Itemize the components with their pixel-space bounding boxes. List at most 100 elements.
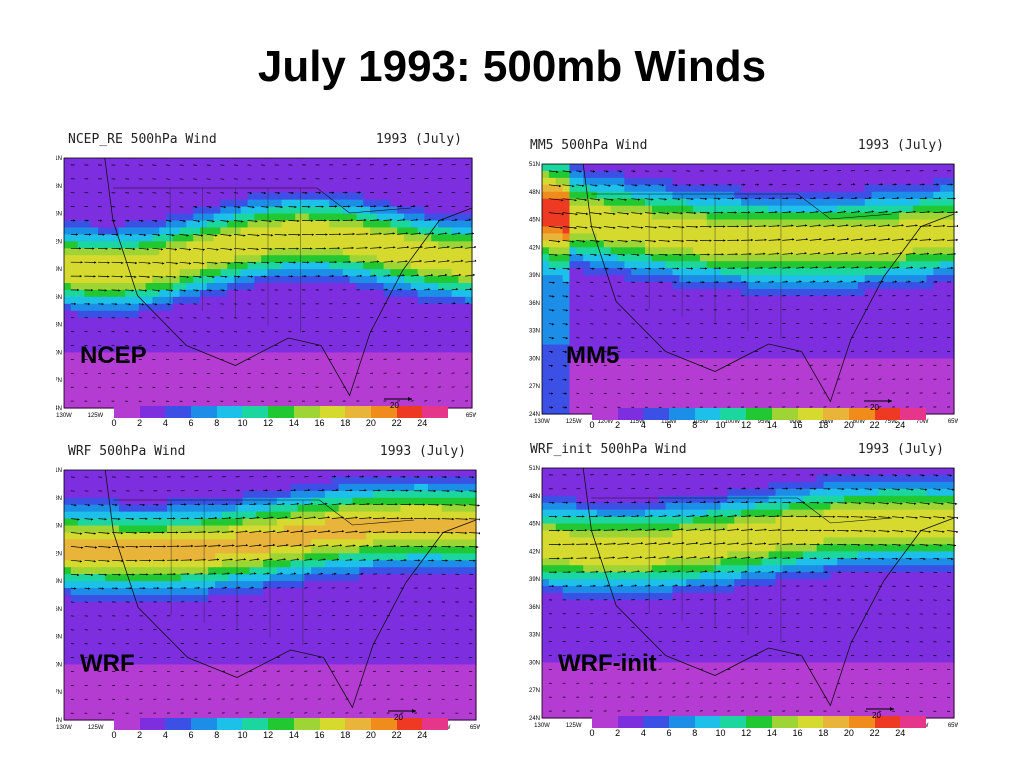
panel-title: NCEP_RE 500hPa Wind — [68, 132, 217, 147]
speed-shading — [64, 470, 477, 721]
speed-shading — [64, 158, 473, 409]
x-axis-label: 90W — [789, 419, 802, 425]
reference-vector-label: 20 — [390, 401, 399, 410]
y-axis-label: 27N — [56, 690, 62, 696]
colorbar-segment — [268, 406, 294, 418]
colorbar-segment — [592, 716, 618, 728]
colorbar-segment — [900, 408, 926, 420]
x-axis-label: 75W — [884, 419, 897, 425]
x-axis-label: 125W — [88, 725, 104, 731]
reference-vector-label: 20 — [870, 403, 879, 412]
colorbar-tick-label: 20 — [365, 730, 376, 740]
colorbar-tick-label: 22 — [869, 420, 880, 430]
colorbar-segment — [669, 408, 695, 420]
colorbar-segment — [797, 716, 824, 728]
colorbar-tick-label: 22 — [869, 728, 880, 738]
colorbar-tick-label: 20 — [843, 420, 854, 430]
colorbar-segment — [823, 408, 849, 420]
y-axis-label: 51N — [56, 468, 62, 474]
x-axis-label: 65W — [466, 413, 476, 419]
colorbar-tick-label: 0 — [589, 420, 595, 430]
colorbar-segment — [746, 716, 772, 728]
colorbar-segment — [592, 408, 618, 420]
x-axis-label: 115W — [629, 419, 645, 425]
colorbar — [592, 716, 926, 728]
colorbar-ticks: 0 2 4 6 8 10 12 14 16 18 20 22 24 — [589, 728, 926, 740]
colorbar-segment — [319, 718, 346, 730]
colorbar-segment — [370, 406, 397, 418]
reference-vector: 20 — [862, 706, 902, 720]
colorbar-tick-label: 16 — [792, 728, 803, 738]
colorbar-tick-label: 20 — [843, 728, 854, 738]
colorbar-tick-label: 4 — [162, 418, 168, 428]
panel-wrf: WRF 500hPa Wind 1993 (July) 51N 48N 45N 42N… — [56, 440, 480, 740]
panel-title: WRF 500hPa Wind — [68, 444, 186, 459]
colorbar-tick-label: 24 — [417, 730, 428, 740]
country-border — [591, 497, 893, 524]
x-axis-label: 120W — [598, 419, 614, 425]
colorbar-tick-label: 0 — [111, 730, 117, 740]
colorbar-segment — [617, 716, 644, 728]
panel-title: MM5 500hPa Wind — [530, 138, 648, 153]
panel-date: 1993 (July) — [857, 442, 944, 457]
panel-label: WRF — [80, 650, 135, 677]
colorbar — [114, 406, 448, 418]
y-axis-label: 39N — [529, 577, 540, 583]
colorbar-tick-label: 2 — [615, 420, 621, 430]
colorbar-segment — [771, 716, 798, 728]
y-axis-label: 24N — [56, 406, 62, 412]
colorbar-tick-label: 24 — [895, 728, 906, 738]
colorbar-segment — [900, 716, 926, 728]
coastline — [104, 469, 477, 709]
y-axis-label: 30N — [56, 350, 62, 356]
y-axis-label: 33N — [56, 323, 62, 329]
country-border — [591, 193, 893, 220]
wind-vectors — [548, 473, 958, 712]
y-axis-label: 51N — [529, 466, 540, 472]
colorbar-tick-label: 22 — [391, 730, 402, 740]
x-axis-label: 130W — [56, 725, 72, 731]
panel-label: WRF-init — [558, 650, 657, 677]
y-axis-label: 24N — [56, 718, 62, 724]
y-axis-label: 24N — [529, 412, 540, 418]
colorbar-tick-label: 6 — [666, 728, 672, 738]
reference-vector-label: 20 — [394, 713, 403, 722]
colorbar-tick-label: 18 — [818, 420, 829, 430]
colorbar-segment — [139, 718, 166, 730]
colorbar-segment — [191, 718, 217, 730]
x-axis-label: 95W — [758, 419, 771, 425]
x-axis-label: 85W — [821, 419, 834, 425]
panel-mm5: MM5 500hPa Wind 1993 (July) 51N 48N 45N 42N… — [518, 134, 958, 434]
colorbar-segment — [242, 406, 269, 418]
wind-map: 51N48N45N42N39N36N33N30N27N24N130W125W12… — [529, 466, 958, 729]
y-axis-label: 36N — [529, 301, 540, 307]
colorbar-segment — [191, 406, 217, 418]
colorbar-segment — [370, 718, 397, 730]
colorbar-segment — [268, 718, 294, 730]
colorbar — [592, 408, 926, 420]
panel-date: 1993 (July) — [857, 138, 944, 153]
colorbar-ticks: 0 2 4 6 8 10 12 14 16 18 20 22 24 — [111, 418, 448, 430]
panel-wrf-init: WRF_init 500hPa Wind 1993 (July) 51N 48N 4… — [518, 438, 958, 738]
y-axis-label: 27N — [56, 378, 62, 384]
colorbar-tick-label: 0 — [111, 418, 117, 428]
y-axis-label: 39N — [56, 579, 62, 585]
colorbar-segment — [139, 406, 166, 418]
colorbar-tick-label: 16 — [314, 418, 325, 428]
colorbar-segment — [617, 408, 644, 420]
colorbar-segment — [848, 408, 875, 420]
speed-shading — [542, 468, 955, 719]
colorbar-tick-label: 18 — [340, 418, 351, 428]
x-axis-label: 80W — [853, 419, 866, 425]
colorbar-tick-label: 14 — [766, 728, 777, 738]
wind-map: 51N48N45N42N39N36N33N30N27N24N130W125W12… — [56, 156, 476, 419]
colorbar-tick-label: 8 — [214, 730, 220, 740]
colorbar-tick-label: 2 — [137, 418, 143, 428]
colorbar-segment — [848, 716, 875, 728]
y-axis-label: 45N — [56, 524, 62, 530]
colorbar-segment — [422, 718, 448, 730]
colorbar-segment — [669, 716, 695, 728]
colorbar-segment — [319, 406, 346, 418]
colorbar-segment — [345, 718, 371, 730]
y-axis-label: 33N — [529, 633, 540, 639]
